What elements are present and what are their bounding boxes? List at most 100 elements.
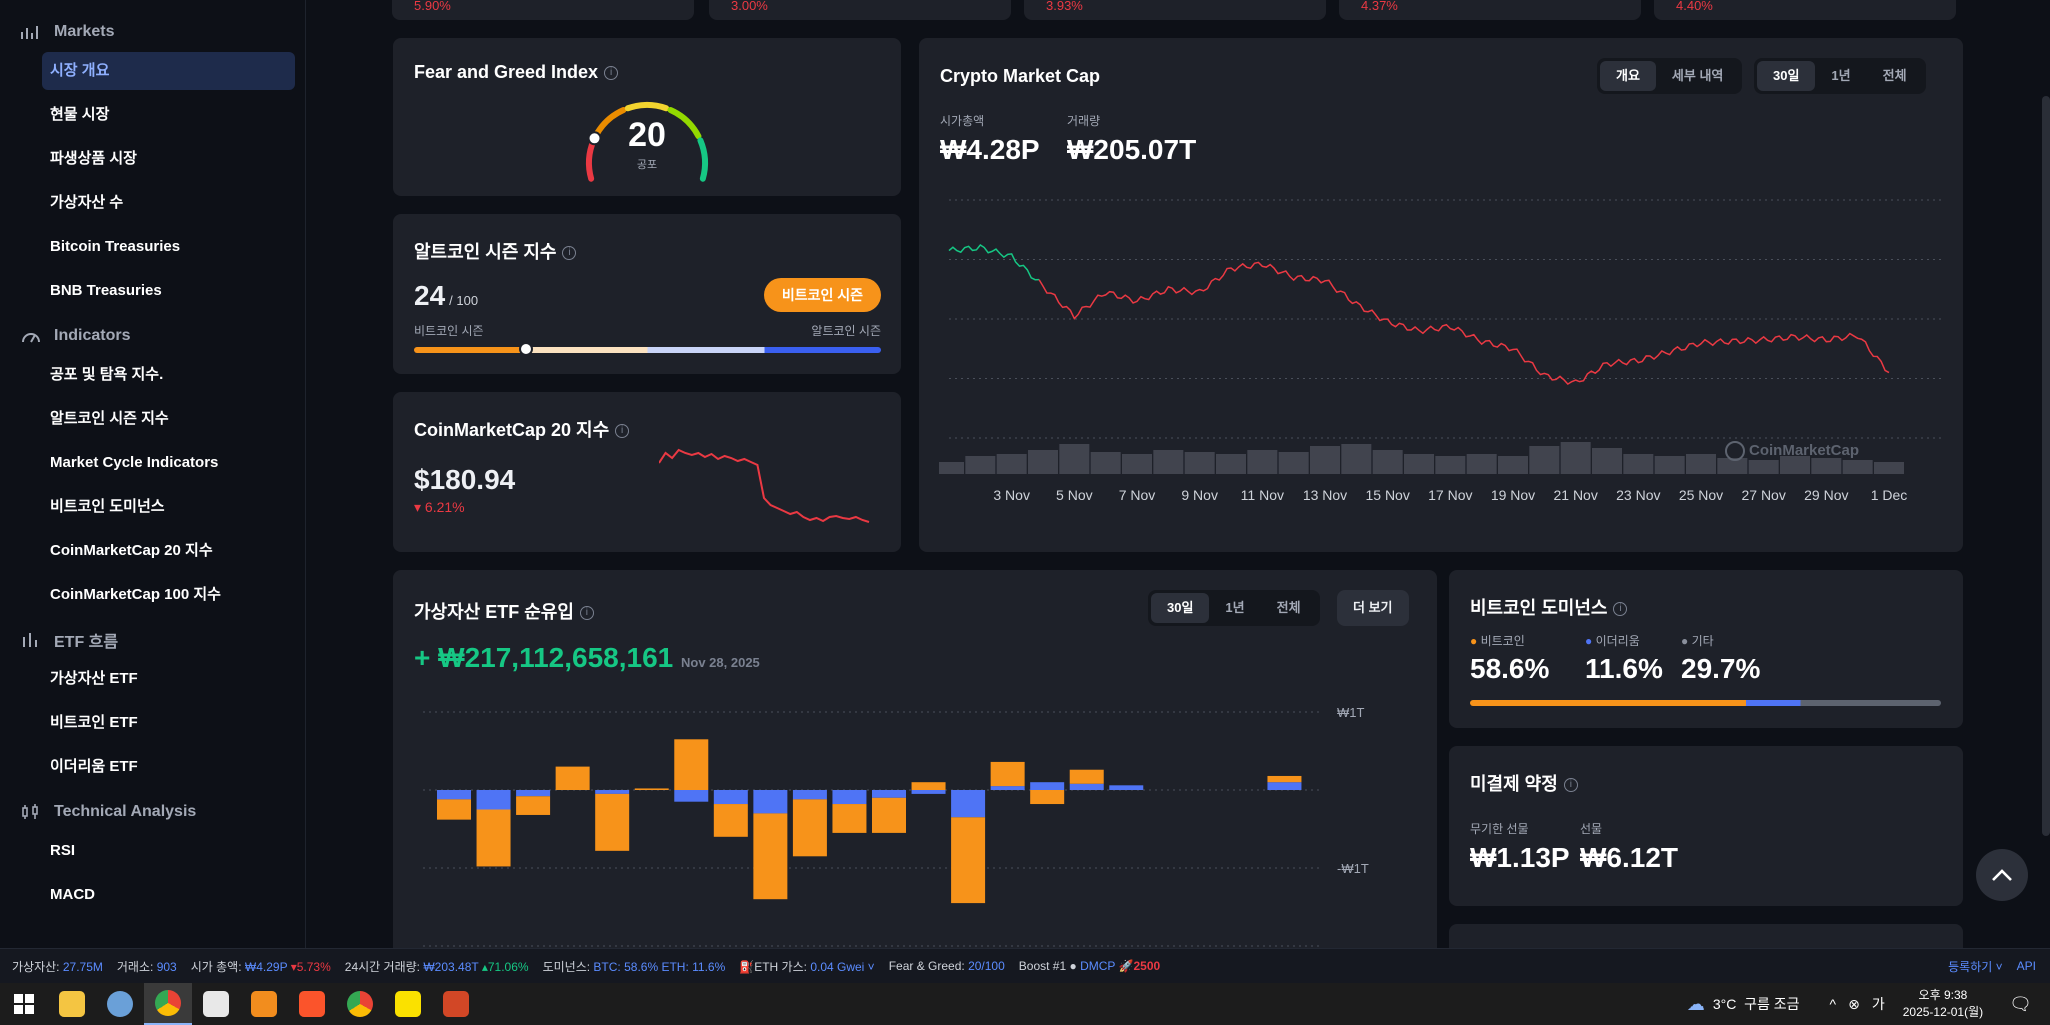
sidebar-item-cmc100[interactable]: CoinMarketCap 100 지수 xyxy=(50,586,221,603)
volume-bar xyxy=(1435,456,1466,474)
chrome-icon[interactable] xyxy=(144,983,192,1025)
top-card-3[interactable]: 3.93% xyxy=(1024,0,1326,20)
sidebar-item-cmc20[interactable]: CoinMarketCap 20 지수 xyxy=(50,542,213,559)
tab-overview[interactable]: 개요 xyxy=(1600,61,1656,91)
sidebar-item-bnb-treasuries[interactable]: BNB Treasuries xyxy=(50,282,162,299)
tab-30d[interactable]: 30일 xyxy=(1151,593,1210,623)
sidebar-item-btc-dominance[interactable]: 비트코인 도미넌스 xyxy=(50,498,165,515)
sidebar-item-ethereum-etf[interactable]: 이더리움 ETF xyxy=(50,758,138,775)
more-button[interactable]: 더 보기 xyxy=(1337,590,1409,626)
start-button[interactable] xyxy=(0,983,48,1025)
sidebar-group-markets[interactable]: Markets xyxy=(0,12,305,52)
x-tick-label: 11 Nov xyxy=(1241,487,1284,503)
eth-bar xyxy=(951,790,986,818)
tab-all[interactable]: 전체 xyxy=(1882,68,1907,83)
value[interactable]: 903 xyxy=(156,959,177,974)
chrome-icon-2[interactable] xyxy=(336,983,384,1025)
volume-bar xyxy=(1184,452,1215,474)
brave-icon[interactable] xyxy=(288,983,336,1025)
sidebar-item-rsi[interactable]: RSI xyxy=(50,842,76,859)
x-tick-label: 27 Nov xyxy=(1741,487,1785,503)
info-icon[interactable]: i xyxy=(579,606,594,621)
powerpoint-icon[interactable] xyxy=(432,983,480,1025)
sidebar-group-indicators[interactable]: Indicators xyxy=(0,316,305,356)
btc-bar xyxy=(674,739,709,790)
altseason-max: / 100 xyxy=(449,293,479,308)
sidebar-item-spot[interactable]: 현물 시장 xyxy=(50,106,110,123)
windows-icon xyxy=(14,994,34,1014)
volume-bar xyxy=(1560,442,1591,474)
sidebar-group-technical[interactable]: Technical Analysis xyxy=(0,792,305,832)
sidebar-item-fear-greed[interactable]: 공포 및 탐욕 지수. xyxy=(50,366,164,383)
scroll-top-button[interactable] xyxy=(1976,849,2028,901)
value[interactable]: ₩4.29P xyxy=(244,959,288,974)
value[interactable]: 27.75M xyxy=(62,959,103,974)
sidebar-item-asset-count[interactable]: 가상자산 수 xyxy=(50,194,124,211)
sublime-icon[interactable] xyxy=(240,983,288,1025)
altseason-right-label: 알트코인 시즌 xyxy=(811,324,881,338)
next-card[interactable] xyxy=(1449,924,1963,948)
tray-app-icon[interactable]: ⊗ xyxy=(1848,995,1860,1012)
register-button[interactable]: 등록하기 ˅ xyxy=(1948,959,2003,974)
kakaotalk-icon[interactable] xyxy=(384,983,432,1025)
dominance-card[interactable]: 비트코인 도미넌스 i ● 비트코인 58.6% ● 이더리움 11.6% ● 기타 2… xyxy=(1449,570,1963,728)
sidebar-group-etf[interactable]: ETF 흐름 xyxy=(0,620,305,660)
ime-icon[interactable]: 가 xyxy=(1871,996,1885,1012)
etf-card[interactable]: 가상자산 ETF 순유입 i 30일 1년 전체 더 보기 + ₩217,112,… xyxy=(393,570,1437,948)
sidebar-item-derivatives[interactable]: 파생상품 시장 xyxy=(50,150,137,167)
sidebar-item-market-overview[interactable]: 시장 개요 xyxy=(42,52,295,90)
btc-bar xyxy=(753,813,788,900)
dom-other-value: 29.7% xyxy=(1681,653,1761,684)
info-icon[interactable]: i xyxy=(615,424,630,439)
info-icon[interactable]: i xyxy=(604,66,619,81)
fear-greed-card[interactable]: Fear and Greed Index i 20 공포 xyxy=(393,38,901,196)
info-icon[interactable]: i xyxy=(1613,602,1628,617)
api-link[interactable]: API xyxy=(2016,959,2036,973)
app-icon-2[interactable] xyxy=(96,983,144,1025)
altseason-card[interactable]: 알트코인 시즌 지수 i 24/ 100 비트코인 시즌 비트코인 시즌 알트코인… xyxy=(393,214,901,374)
chevron-down-icon[interactable]: ˅ xyxy=(864,959,875,974)
sidebar-item-crypto-etf[interactable]: 가상자산 ETF xyxy=(50,670,138,687)
candles-icon xyxy=(22,804,38,819)
value[interactable]: 0.04 Gwei xyxy=(810,959,865,974)
sidebar-item-altseason[interactable]: 알트코인 시즌 지수 xyxy=(50,410,169,427)
volume-bar xyxy=(1529,446,1560,474)
app-icon-4[interactable] xyxy=(192,983,240,1025)
altseason-bar xyxy=(414,347,881,353)
token[interactable]: DMCP xyxy=(1080,959,1116,973)
info-icon[interactable]: i xyxy=(562,246,577,261)
notification-icon[interactable]: 🗨 xyxy=(2009,993,2032,1014)
tab-1y[interactable]: 1년 xyxy=(1225,600,1245,615)
explorer-icon[interactable] xyxy=(48,983,96,1025)
tab-30d[interactable]: 30일 xyxy=(1757,61,1816,91)
top-card-2[interactable]: 3.00% xyxy=(709,0,1011,20)
scrollbar[interactable] xyxy=(2042,96,2050,836)
tab-all[interactable]: 전체 xyxy=(1276,600,1301,615)
open-interest-card[interactable]: 미결제 약정 i 무기한 선물 ₩1.13P 선물 ₩6.12T xyxy=(1449,746,1963,906)
cmc20-card[interactable]: CoinMarketCap 20 지수 i $180.94 ▾ 6.21% xyxy=(393,392,901,552)
top-card-4[interactable]: 4.37% xyxy=(1339,0,1641,20)
sidebar-item-bitcoin-etf[interactable]: 비트코인 ETF xyxy=(50,714,138,731)
market-cap-card[interactable]: Crypto Market Cap 개요 세부 내역 30일 1년 전체 시가총… xyxy=(919,38,1963,552)
volume-bar xyxy=(1341,444,1372,474)
weather-icon[interactable]: ☁ xyxy=(1686,993,1705,1014)
sidebar-item-market-cycle[interactable]: Market Cycle Indicators xyxy=(50,454,219,471)
weather-text[interactable]: 3°C 구름 조금 xyxy=(1712,996,1800,1012)
clock[interactable]: 오후 9:38 2025-12-01(월) xyxy=(1903,987,1983,1021)
value[interactable]: 20/100 xyxy=(968,959,1005,973)
top-card-5[interactable]: 4.40% xyxy=(1654,0,1956,20)
eth-bar xyxy=(990,786,1025,790)
sidebar-item-bitcoin-treasuries[interactable]: Bitcoin Treasuries xyxy=(50,238,181,255)
tray-chevron-icon[interactable]: ^ xyxy=(1829,996,1837,1012)
sidebar-item-macd[interactable]: MACD xyxy=(50,886,95,903)
info-icon[interactable]: i xyxy=(1563,778,1578,793)
value[interactable]: ₩203.48T xyxy=(423,959,479,974)
etf-chart[interactable]: ₩1T -₩1T xyxy=(413,690,1423,948)
top-card-1[interactable]: 5.90% xyxy=(392,0,694,20)
tab-breakdown[interactable]: 세부 내역 xyxy=(1671,68,1724,83)
value[interactable]: BTC: 58.6% ETH: 11.6% xyxy=(593,959,726,974)
altseason-knob[interactable] xyxy=(519,342,534,356)
tab-1y[interactable]: 1년 xyxy=(1831,68,1851,83)
cmc20-change: 6.21% xyxy=(424,499,465,515)
